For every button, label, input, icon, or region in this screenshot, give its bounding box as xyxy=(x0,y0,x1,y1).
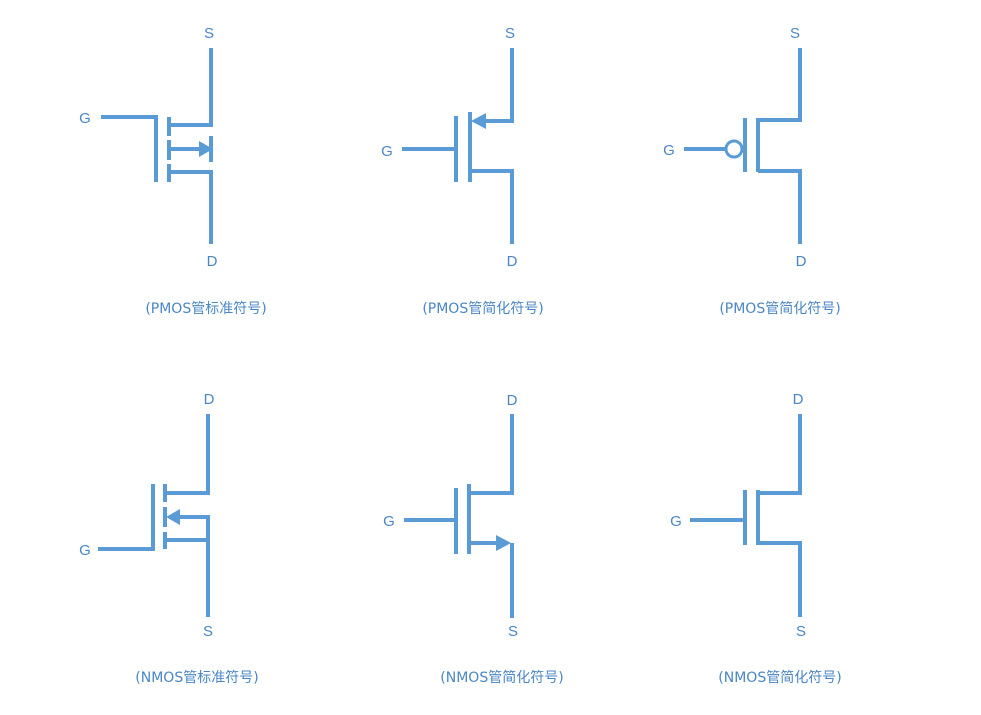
caption: (PMOS管标准符号) xyxy=(145,301,266,317)
gate-wire xyxy=(98,484,155,551)
drain-wire xyxy=(469,414,514,495)
gate-label: G xyxy=(79,542,91,559)
pmos-standard-symbol: S G D (PMOS管标准符号) xyxy=(79,25,267,317)
drain-label: D xyxy=(207,253,218,270)
source-wire xyxy=(758,541,802,617)
drain-wire xyxy=(165,414,210,495)
arrow-icon xyxy=(496,535,511,551)
arrow-icon xyxy=(471,113,486,129)
gate-wire xyxy=(101,115,158,182)
drain-label: D xyxy=(793,391,804,408)
nmos-simplified-symbol: D G S (NMOS管简化符号) xyxy=(383,392,564,686)
source-label: S xyxy=(508,623,518,640)
arrow-icon xyxy=(199,141,213,157)
source-wire xyxy=(169,48,213,127)
nmos-plain-symbol: D G S (NMOS管简化符号) xyxy=(670,391,842,686)
drain-wire xyxy=(758,414,802,495)
source-wire xyxy=(758,48,802,122)
caption: (PMOS管简化符号) xyxy=(719,300,840,317)
drain-label: D xyxy=(507,253,518,270)
source-label: S xyxy=(204,25,214,42)
drain-label: D xyxy=(796,253,807,270)
gate-label: G xyxy=(663,142,675,159)
pmos-bubble-symbol: S G D (PMOS管简化符号) xyxy=(663,25,841,317)
arrow-icon xyxy=(166,509,180,525)
pmos-simplified-symbol: S G D (PMOS管简化符号) xyxy=(381,25,544,317)
drain-label: D xyxy=(204,391,215,408)
drain-wire xyxy=(470,169,514,244)
source-label: S xyxy=(203,623,213,640)
caption: (PMOS管简化符号) xyxy=(422,300,543,317)
source-label: S xyxy=(796,623,806,640)
caption: (NMOS管简化符号) xyxy=(440,669,563,686)
caption: (NMOS管简化符号) xyxy=(718,669,841,686)
drain-wire xyxy=(758,169,802,244)
nmos-standard-symbol: D G S (NMOS管标准符号) xyxy=(79,391,259,686)
gate-label: G xyxy=(79,110,91,127)
gate-label: G xyxy=(383,513,395,530)
gate-label: G xyxy=(381,143,393,160)
source-label: S xyxy=(505,25,515,42)
drain-wire xyxy=(169,170,213,244)
drain-label: D xyxy=(507,392,518,409)
source-wire xyxy=(484,48,514,123)
body-wire xyxy=(178,515,210,540)
inversion-bubble-icon xyxy=(724,139,744,159)
source-label: S xyxy=(790,25,800,42)
gate-label: G xyxy=(670,513,682,530)
caption: (NMOS管标准符号) xyxy=(135,670,258,686)
source-wire xyxy=(165,538,210,617)
